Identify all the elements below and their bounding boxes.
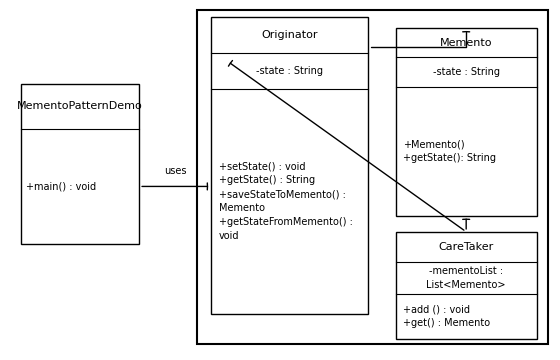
Bar <box>396 28 536 216</box>
Text: +setState() : void
+getState() : String
+saveStateToMemento() :
Memento
+getStat: +setState() : void +getState() : String … <box>219 161 353 241</box>
Text: uses: uses <box>164 166 186 176</box>
Text: +add () : void
+get() : Memento: +add () : void +get() : Memento <box>403 305 490 328</box>
Bar <box>211 18 368 314</box>
Text: Originator: Originator <box>262 30 318 40</box>
Text: Memento: Memento <box>440 38 492 48</box>
Bar <box>197 10 548 344</box>
Text: +Memento()
+getState(): String: +Memento() +getState(): String <box>403 139 496 163</box>
Text: CareTaker: CareTaker <box>438 242 494 252</box>
Text: -state : String: -state : String <box>433 67 500 77</box>
Text: +main() : void: +main() : void <box>26 181 97 192</box>
Bar <box>21 84 139 244</box>
Bar <box>396 232 536 339</box>
Text: -state : String: -state : String <box>256 66 323 76</box>
Text: MementoPatternDemo: MementoPatternDemo <box>17 101 143 111</box>
Text: -mementoList :
List<Memento>: -mementoList : List<Memento> <box>426 266 506 290</box>
